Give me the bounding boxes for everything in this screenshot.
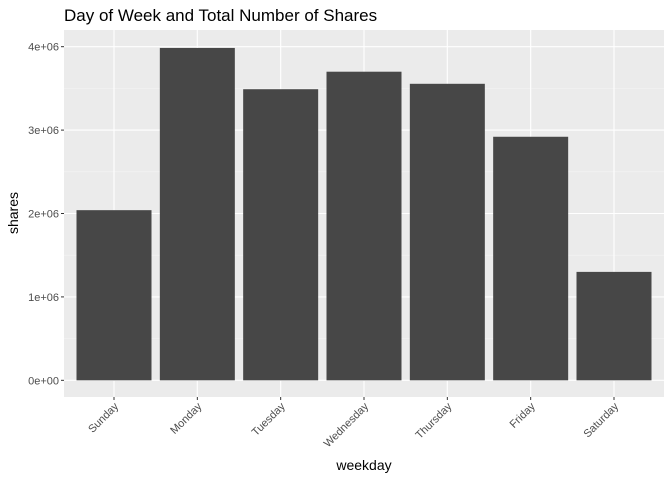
- y-tick-label: 1e+06: [28, 292, 59, 304]
- x-axis: Sunday Monday Tuesday Wednesday Thursday Frid…: [86, 397, 621, 450]
- bar-tuesday: [243, 89, 319, 381]
- y-tick-label: 4e+06: [28, 42, 59, 54]
- bar-thursday: [409, 83, 485, 381]
- chart-title: Day of Week and Total Number of Shares: [64, 6, 377, 25]
- bar-sunday: [76, 210, 152, 381]
- x-tick-label-thursday: Thursday: [414, 400, 455, 441]
- x-tick-label-friday: Friday: [508, 400, 538, 430]
- bar-wednesday: [326, 71, 402, 381]
- y-axis-title: shares: [5, 192, 21, 234]
- bars: [76, 47, 652, 381]
- x-tick-label-saturday: Saturday: [582, 400, 622, 440]
- x-tick-label-monday: Monday: [168, 400, 205, 437]
- x-axis-title: weekday: [335, 457, 391, 473]
- y-axis: 0e+00 1e+06 2e+06 3e+06 4e+06: [28, 42, 64, 387]
- y-tick-label: 0e+00: [28, 375, 59, 387]
- y-tick-label: 3e+06: [28, 125, 59, 137]
- y-tick-label: 2e+06: [28, 209, 59, 221]
- x-tick-label-sunday: Sunday: [86, 400, 121, 435]
- x-tick-label-wednesday: Wednesday: [322, 400, 372, 450]
- x-tick-label-tuesday: Tuesday: [250, 400, 288, 438]
- bar-saturday: [576, 271, 652, 381]
- bar-friday: [493, 136, 569, 381]
- bar-monday: [159, 47, 235, 381]
